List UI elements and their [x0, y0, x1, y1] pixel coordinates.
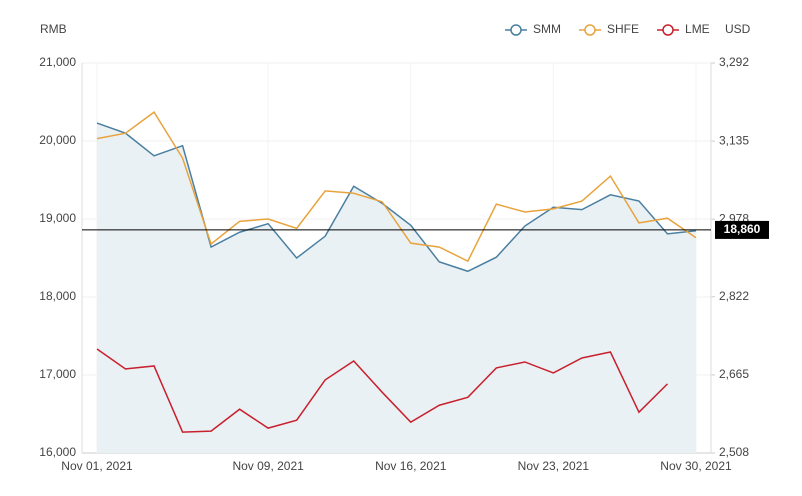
- y-tick-label: 16,000: [39, 445, 76, 459]
- y-axis-label: RMB: [40, 22, 67, 36]
- reference-label-bg: [715, 220, 769, 239]
- y2-tick-label: 2,508: [719, 445, 749, 459]
- x-tick-label: Nov 30, 2021: [660, 459, 732, 473]
- line: [96, 111, 697, 263]
- legend-marker: [510, 24, 522, 36]
- legend-entry[interactable]: SHFE: [607, 22, 639, 36]
- y2-tick-label: 3,135: [719, 133, 749, 147]
- line: [96, 122, 697, 273]
- reference-label: 18,860: [724, 222, 761, 236]
- legend-marker: [662, 24, 674, 36]
- y2-tick-label: 2,665: [719, 367, 749, 381]
- x-tick-label: Nov 01, 2021: [61, 459, 133, 473]
- y2-tick-label: 2,822: [719, 289, 749, 303]
- y2-tick-label: 3,292: [719, 55, 749, 69]
- y-tick-label: 17,000: [39, 367, 76, 381]
- x-tick-label: Nov 16, 2021: [375, 459, 447, 473]
- y2-axis-label: USD: [725, 22, 751, 36]
- legend-entry[interactable]: LME: [685, 22, 710, 36]
- y-tick-label: 18,000: [39, 289, 76, 303]
- legend-marker: [584, 24, 596, 36]
- x-tick-label: Nov 09, 2021: [232, 459, 304, 473]
- legend-entry[interactable]: SMM: [533, 22, 561, 36]
- y-tick-label: 19,000: [39, 211, 76, 225]
- y-tick-label: 21,000: [39, 55, 76, 69]
- y-tick-label: 20,000: [39, 133, 76, 147]
- x-tick-label: Nov 23, 2021: [518, 459, 590, 473]
- line: [96, 348, 669, 433]
